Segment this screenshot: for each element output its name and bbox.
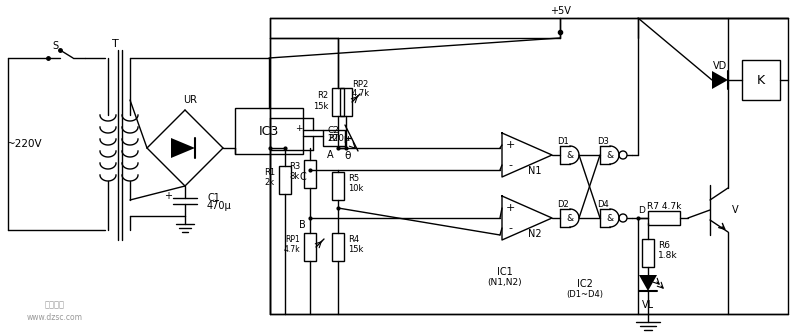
Text: ~220V: ~220V [7,139,43,149]
Text: VL: VL [642,300,654,310]
Text: V: V [732,205,738,215]
Text: -: - [508,223,512,233]
Text: 2k: 2k [265,178,275,187]
Bar [332,88,344,116]
Text: R1: R1 [264,168,275,177]
Text: +5V: +5V [550,6,570,16]
Text: 10k: 10k [348,184,363,193]
Text: B: B [299,220,306,230]
Text: D: D [638,206,646,214]
Text: S: S [52,41,58,51]
Text: N2: N2 [528,229,542,239]
Polygon shape [171,138,195,158]
Bar [235,108,303,154]
Text: 4.7k: 4.7k [283,244,300,254]
Text: C1: C1 [207,193,220,203]
Bar [304,233,316,261]
Text: +: + [295,124,302,132]
Text: (N1,N2): (N1,N2) [488,279,522,288]
Text: θ: θ [345,151,351,161]
Bar [340,88,352,116]
Text: A: A [327,150,334,160]
Bar [332,172,344,200]
Bar [279,166,291,194]
Text: R3: R3 [289,161,300,171]
Text: 8k: 8k [290,172,300,181]
Text: RP1: RP1 [286,234,300,243]
Text: RT: RT [329,133,339,142]
Bar [648,211,680,225]
Text: R7 4.7k: R7 4.7k [647,202,681,210]
Text: D3: D3 [597,136,609,145]
Text: +: + [506,203,514,213]
Text: 15k: 15k [348,244,363,254]
Bar [323,130,345,146]
Text: +: + [164,191,172,201]
Text: 15k: 15k [313,102,328,111]
Text: 4.7k: 4.7k [352,89,370,98]
Text: VD: VD [713,61,727,71]
Text: R4: R4 [348,234,359,243]
Text: K: K [757,73,765,87]
Text: D4: D4 [597,200,609,208]
Bar [304,160,316,188]
Bar [642,239,654,267]
Text: IC1: IC1 [497,267,513,277]
Text: IC3: IC3 [259,124,279,137]
Text: UR: UR [183,95,197,105]
Text: C: C [299,172,306,182]
Bar [332,233,344,261]
Text: 470μ: 470μ [207,201,232,211]
Text: R6: R6 [658,240,670,250]
Bar [742,60,780,100]
Text: &: & [606,213,614,222]
Text: D2: D2 [557,200,569,208]
Text: 220μ: 220μ [327,133,350,142]
Text: &: & [566,150,574,159]
Text: IC2: IC2 [577,279,593,289]
Polygon shape [712,71,728,89]
Text: T: T [112,39,118,49]
Text: www.dzsc.com: www.dzsc.com [27,313,83,322]
Text: 维库一下: 维库一下 [45,300,65,309]
Text: (D1~D4): (D1~D4) [566,290,603,298]
Text: &: & [606,150,614,159]
Text: R2: R2 [317,91,328,100]
Text: 1.8k: 1.8k [658,251,678,260]
Polygon shape [639,275,657,291]
Text: D1: D1 [557,136,569,145]
Text: R5: R5 [348,174,359,183]
Text: +: + [506,140,514,150]
Text: -: - [508,160,512,170]
Text: C2: C2 [327,125,339,134]
Text: RP2: RP2 [352,79,368,89]
Text: &: & [566,213,574,222]
Text: N1: N1 [528,166,542,176]
